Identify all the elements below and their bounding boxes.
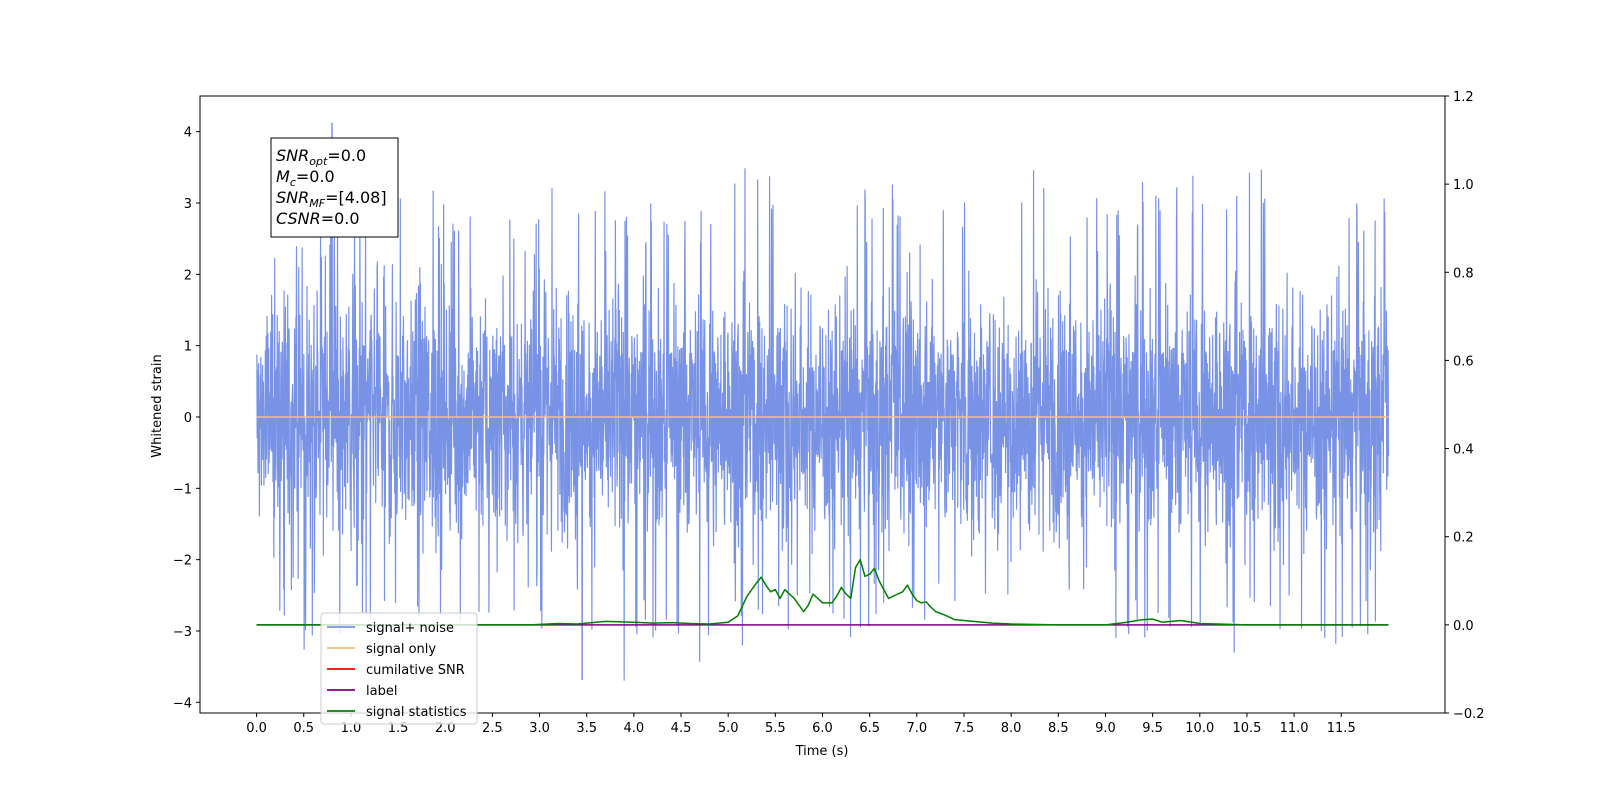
legend-label: cumilative SNR	[366, 663, 465, 678]
y2-tick-label: 0.2	[1453, 531, 1474, 546]
x-tick-label: 0.0	[246, 721, 267, 736]
y-tick-label: −1	[173, 482, 192, 497]
x-tick-label: 1.0	[341, 721, 362, 736]
x-tick-label: 8.5	[1048, 721, 1069, 736]
x-tick-label: 5.0	[718, 721, 739, 736]
info-box-frame	[270, 137, 399, 238]
x-tick-label: 4.0	[624, 721, 645, 736]
y-tick-label: 2	[184, 268, 192, 283]
y2-tick-label: 0.0	[1453, 619, 1474, 634]
info-subscript: opt	[309, 155, 328, 168]
y2-tick-label: 1.0	[1453, 178, 1474, 193]
x-tick-label: 8.0	[1001, 721, 1022, 736]
y-tick-label: −2	[173, 554, 192, 569]
legend-label: signal statistics	[366, 705, 467, 720]
y-tick-label: −3	[173, 625, 192, 640]
x-axis: 0.0 0.5 1.0 1.5 2.0 2.5 3.0 3.5 4.0 4.5 5.0 5.5 6.0 6…	[246, 713, 1356, 736]
legend-frame	[320, 612, 478, 725]
y2-tick-label: 1.2	[1453, 90, 1474, 105]
y-axis-right: 1.2 1.0 0.8 0.6 0.4 0.2 0.0 −0.2	[1445, 90, 1485, 722]
x-tick-label: 2.5	[482, 721, 503, 736]
y2-tick-label: −0.2	[1453, 707, 1485, 722]
x-tick-label: 1.5	[388, 721, 409, 736]
y-tick-label: 4	[184, 126, 192, 141]
legend-label: label	[366, 684, 397, 699]
info-value: =0.0	[296, 167, 335, 186]
info-value: =0.0	[327, 146, 366, 165]
info-symbol: SNR	[276, 188, 309, 207]
series-signal-noise-line	[256, 122, 1390, 681]
info-symbol: SNR	[276, 146, 309, 165]
x-tick-label: 3.5	[576, 721, 597, 736]
info-box-line: SNRopt=0.0	[276, 146, 366, 168]
x-tick-label: 10.0	[1185, 721, 1214, 736]
y2-tick-label: 0.6	[1453, 354, 1474, 369]
y2-tick-label: 0.4	[1453, 443, 1474, 458]
x-tick-label: 9.0	[1095, 721, 1116, 736]
info-box-line: Mc=0.0	[276, 167, 335, 189]
y-axis-left: 4 3 2 1 0 −1 −2 −3 −4	[173, 126, 200, 711]
y-tick-label: 1	[184, 340, 192, 355]
x-tick-label: 7.5	[954, 721, 975, 736]
y-tick-label: 0	[184, 411, 192, 426]
x-tick-label: 2.0	[435, 721, 456, 736]
x-tick-label: 0.5	[293, 721, 314, 736]
x-tick-label: 11.0	[1280, 721, 1309, 736]
y-tick-label: −4	[173, 696, 192, 711]
x-tick-label: 3.0	[529, 721, 550, 736]
info-subscript: c	[290, 176, 296, 189]
legend: signal+ noise signal only cumilative SNR la…	[320, 612, 478, 725]
info-symbol: M	[276, 167, 290, 186]
x-tick-label: 7.0	[906, 721, 927, 736]
x-tick-label: 9.5	[1142, 721, 1163, 736]
legend-label: signal+ noise	[366, 621, 454, 636]
legend-label: signal only	[366, 642, 436, 657]
y-tick-label: 3	[184, 197, 192, 212]
x-tick-label: 6.5	[859, 721, 880, 736]
plot-area	[256, 122, 1390, 681]
y-axis-label: Whitened strain	[150, 354, 165, 457]
info-value: =0.0	[321, 209, 360, 228]
x-tick-label: 11.5	[1327, 721, 1356, 736]
info-box-line: CSNR=0.0	[276, 209, 360, 228]
x-tick-label: 5.5	[765, 721, 786, 736]
info-subscript: MF	[309, 197, 325, 210]
x-axis-label: Time (s)	[795, 744, 849, 759]
info-symbol: CSNR	[276, 209, 321, 228]
y2-tick-label: 0.8	[1453, 266, 1474, 281]
series-signal-statistics-line	[256, 558, 1389, 626]
x-tick-label: 6.0	[812, 721, 833, 736]
x-tick-label: 4.5	[671, 721, 692, 736]
info-value: =[4.08]	[325, 188, 387, 207]
x-tick-label: 10.5	[1232, 721, 1261, 736]
info-box-line: SNRMF=[4.08]	[276, 188, 387, 210]
